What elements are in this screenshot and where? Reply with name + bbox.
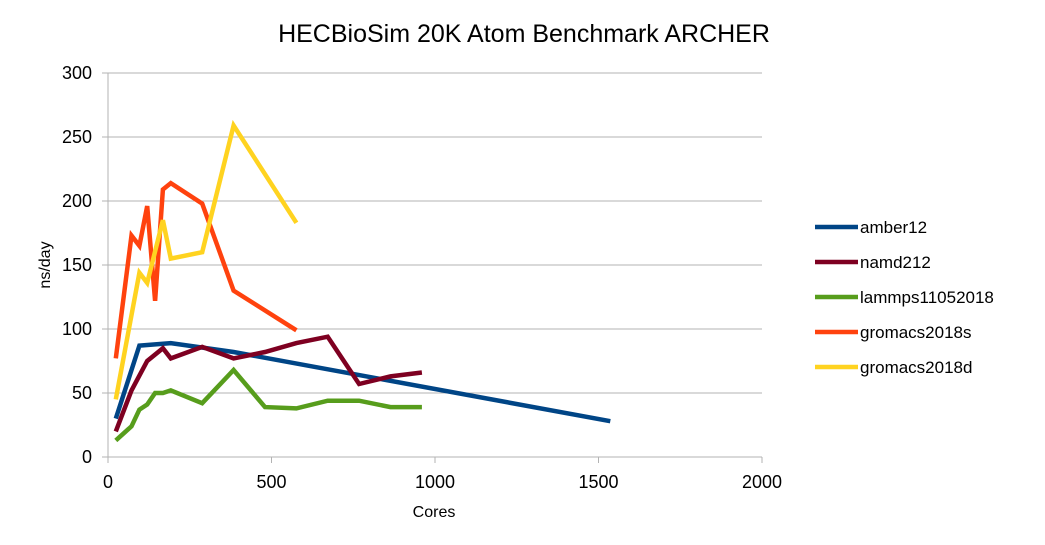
x-tick-label: 500 bbox=[256, 472, 286, 492]
legend-item-gromacs2018d: gromacs2018d bbox=[815, 358, 972, 377]
series-line-namd212 bbox=[113, 334, 423, 433]
x-tick-label: 0 bbox=[103, 472, 113, 492]
legend-label: namd212 bbox=[860, 253, 931, 272]
y-tick-label: 250 bbox=[62, 127, 92, 147]
x-tick-label: 1000 bbox=[415, 472, 455, 492]
y-axis-label: ns/day bbox=[37, 241, 54, 288]
legend-label: gromacs2018s bbox=[860, 323, 972, 342]
legend-label: lammps11052018 bbox=[860, 288, 994, 307]
y-tick-label: 50 bbox=[72, 383, 92, 403]
series-line-amber12 bbox=[113, 340, 611, 424]
legend-item-lammps11052018: lammps11052018 bbox=[815, 288, 994, 307]
legend-label: gromacs2018d bbox=[860, 358, 972, 377]
x-tick-label: 2000 bbox=[742, 472, 782, 492]
y-tick-label: 100 bbox=[62, 319, 92, 339]
y-tick-label: 300 bbox=[62, 63, 92, 83]
legend-item-amber12: amber12 bbox=[815, 218, 927, 237]
x-tick-label: 1500 bbox=[578, 472, 618, 492]
series-line-gromacs2018d bbox=[113, 119, 299, 400]
legend-label: amber12 bbox=[860, 218, 927, 237]
legend-item-gromacs2018s: gromacs2018s bbox=[815, 323, 972, 342]
series-line-lammps11052018 bbox=[114, 366, 422, 443]
series-lines bbox=[113, 119, 611, 443]
legend-item-namd212: namd212 bbox=[815, 253, 931, 272]
chart-title: HECBioSim 20K Atom Benchmark ARCHER bbox=[278, 20, 770, 48]
series-line-gromacs2018s bbox=[113, 180, 298, 359]
y-tick-label: 0 bbox=[82, 447, 92, 467]
y-tick-label: 200 bbox=[62, 191, 92, 211]
axes: 0 50 100 150 200 250 300 0 500 1000 1500 2000 bbox=[62, 63, 782, 492]
x-axis-label: Cores bbox=[413, 504, 456, 521]
legend: amber12 namd212 lammps11052018 gromacs2018s… bbox=[815, 218, 994, 377]
y-tick-label: 150 bbox=[62, 255, 92, 275]
